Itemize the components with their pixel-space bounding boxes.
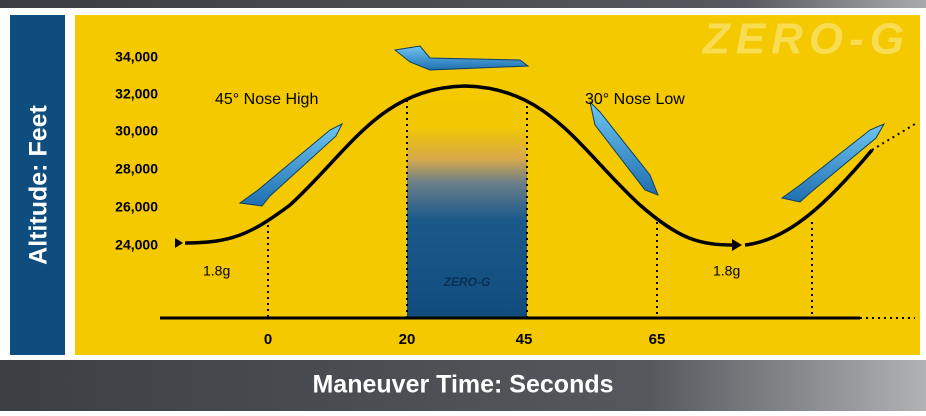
trajectory-repeat	[744, 148, 874, 247]
y-tick-label: 26,000	[115, 199, 158, 215]
planes	[238, 45, 886, 207]
x-ticks: 0 20 45 65	[264, 331, 666, 348]
y-tick-label: 32,000	[115, 86, 158, 102]
y-tick-label: 34,000	[115, 49, 158, 65]
x-tick-label: 45	[516, 331, 533, 348]
drop-lines	[267, 100, 916, 319]
annotation: 45° Nose High	[215, 91, 318, 108]
bottom-bar	[0, 360, 926, 411]
annotation: 1.8g	[713, 263, 740, 279]
top-bar	[0, 0, 926, 8]
annotation: 30° Nose Low	[585, 91, 685, 108]
y-tick-label: 24,000	[115, 237, 158, 253]
x-tick-label: 20	[399, 331, 416, 348]
y-axis-title: Altitude: Feet	[25, 104, 53, 264]
y-tick-label: 30,000	[115, 123, 158, 139]
band-label: ZERO-G	[443, 275, 491, 289]
x-axis-title: Maneuver Time: Seconds	[312, 371, 613, 399]
x-tick-label: 0	[264, 331, 272, 348]
y-tick-label: 28,000	[115, 161, 158, 177]
x-tick-label: 65	[649, 331, 666, 348]
trajectory	[184, 84, 736, 247]
annotation: 1.8g	[203, 263, 230, 279]
watermark: ZERO-G	[701, 15, 910, 64]
y-title-panel	[10, 15, 65, 355]
y-ticks: 34,000 32,000 30,000 28,000 26,000 24,00…	[115, 49, 158, 253]
zero-g-band	[407, 100, 527, 318]
